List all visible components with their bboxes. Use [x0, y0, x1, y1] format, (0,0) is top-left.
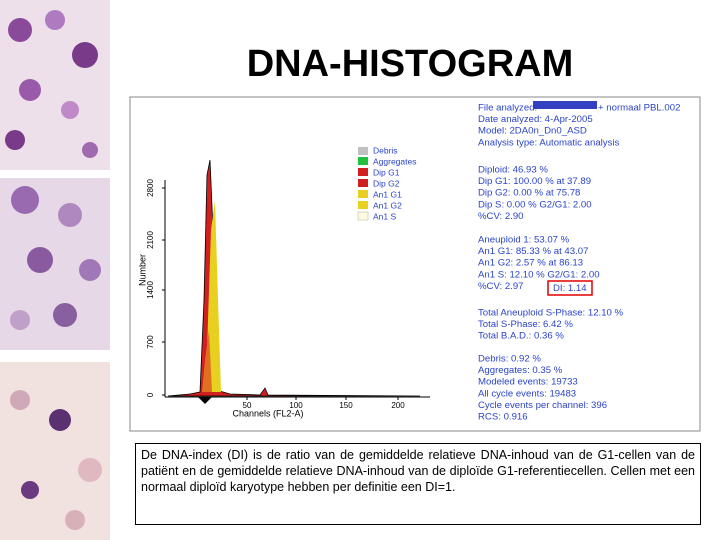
report-line: %CV: 2.90	[478, 211, 524, 222]
di-value: DI: 1.14	[553, 283, 587, 294]
legend-label: Debris	[373, 145, 398, 155]
legend-label: Dip G1	[373, 167, 400, 177]
legend-label: An1 G1	[373, 189, 402, 199]
legend-label: Aggregates	[373, 156, 416, 166]
report-line: Analysis type: Automatic analysis	[478, 137, 620, 148]
x-tick-label: 100	[289, 401, 303, 410]
histogram-peak	[202, 330, 212, 392]
redacted-name	[533, 101, 597, 109]
report-line: Aneuploid 1: 53.07 %	[478, 235, 570, 246]
report-line: An1 S: 12.10 % G2/G1: 2.00	[478, 269, 600, 280]
y-tick-label: 2100	[146, 231, 155, 249]
report-line: Dip S: 0.00 % G2/G1: 2.00	[478, 199, 592, 210]
legend-label: An1 S	[373, 211, 396, 221]
x-tick-label: 50	[243, 401, 252, 410]
report-line: File analyzed:	[478, 103, 537, 114]
report-line: Dip G2: 0.00 % at 75.78	[478, 188, 580, 199]
y-tick-label: 1400	[146, 281, 155, 299]
report-line: An1 G1: 85.33 % at 43.07	[478, 246, 588, 257]
report-line: Model: 2DA0n_Dn0_ASD	[478, 126, 587, 137]
legend-label: Dip G2	[373, 178, 400, 188]
report-image-frame	[129, 96, 701, 432]
x-axis-label: Channels (FL2-A)	[232, 408, 303, 418]
report-line: Total B.A.D.: 0.36 %	[478, 331, 564, 342]
caption: De DNA-index (DI) is de ratio van de gem…	[135, 443, 701, 525]
report-line: Modeled events: 19733	[478, 377, 578, 388]
report-line: All cycle events: 19483	[478, 388, 576, 399]
report-line: Date analyzed: 4-Apr-2005	[478, 114, 593, 125]
legend-label: An1 G2	[373, 200, 402, 210]
report-line: Debris: 0.92 %	[478, 354, 541, 365]
di-highlight	[547, 280, 593, 296]
report-line: Diploid: 46.93 %	[478, 165, 548, 176]
report-line: %CV: 2.97	[478, 281, 524, 292]
y-axis-label: Number	[137, 254, 147, 286]
y-tick-label: 2800	[146, 179, 155, 197]
cell-photos	[0, 0, 110, 540]
report-line: Aggregates: 0.35 %	[478, 365, 563, 376]
histogram-plot	[164, 159, 430, 404]
legend-swatches	[357, 147, 369, 221]
report-line: Cycle events per channel: 396	[478, 400, 607, 411]
report-line: Dip G1: 100.00 % at 37.89	[478, 176, 591, 187]
y-tick-label: 700	[146, 335, 155, 349]
debris-marker	[198, 397, 212, 404]
report-line: An1 G2: 2.57 % at 86.13	[478, 258, 583, 269]
x-tick-label: 150	[339, 401, 353, 410]
report-line: RCS: 0.916	[478, 412, 528, 423]
slide-title: DNA-HISTOGRAM	[247, 43, 574, 85]
report-line: Total S-Phase: 6.42 %	[478, 319, 573, 330]
report-line: Total Aneuploid S-Phase: 12.10 %	[478, 308, 624, 319]
y-tick-label: 0	[146, 392, 155, 397]
x-tick-label: 200	[391, 401, 405, 410]
report-line: + normaal PBL.002	[598, 103, 680, 114]
histogram-peak	[206, 200, 221, 392]
